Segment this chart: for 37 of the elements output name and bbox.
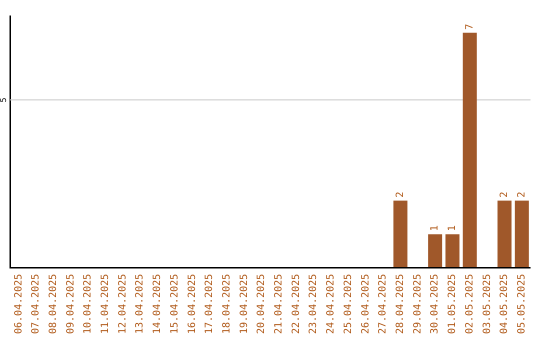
data-label: 1: [447, 225, 458, 232]
x-tick-label: 28.04.2025: [395, 274, 406, 334]
x-tick-label: 24.04.2025: [326, 274, 337, 334]
x-tick-label: 16.04.2025: [186, 274, 198, 334]
x-tick-label: 01.05.2025: [447, 274, 458, 334]
x-tick-label: 09.04.2025: [65, 274, 76, 334]
x-tick-label: 26.04.2025: [360, 274, 372, 334]
data-label: 2: [516, 192, 528, 198]
x-tick-label: 05.05.2025: [516, 274, 528, 334]
x-tick-label: 20.04.2025: [256, 274, 268, 334]
data-label: 1: [430, 225, 441, 232]
x-tick-label: 15.04.2025: [169, 274, 180, 334]
x-tick-label: 25.04.2025: [342, 274, 354, 334]
x-tick-label: 21.04.2025: [274, 274, 285, 334]
x-tick-label: 19.04.2025: [238, 274, 250, 334]
x-tick-label: 11.04.2025: [100, 274, 112, 334]
x-tick-label: 23.04.2025: [308, 274, 320, 334]
x-tick-label: 29.04.2025: [412, 274, 424, 334]
x-tick-label: 17.04.2025: [204, 274, 216, 334]
x-tick-label: 13.04.2025: [134, 274, 146, 334]
x-tick-label: 02.05.2025: [464, 274, 476, 334]
x-tick-label: 08.04.2025: [48, 274, 59, 334]
x-tick-label: 03.05.2025: [482, 274, 493, 334]
x-tick-label: 22.04.2025: [290, 274, 302, 334]
x-tick-label: 04.05.2025: [499, 274, 510, 334]
x-tick-label: 07.04.2025: [30, 274, 42, 334]
x-tick-label: 10.04.2025: [82, 274, 94, 334]
data-label: 7: [464, 24, 476, 30]
ref-line-label: 5: [0, 97, 8, 102]
x-tick-label: 12.04.2025: [117, 274, 128, 334]
x-tick-label: 06.04.2025: [13, 274, 24, 334]
x-tick-label: 14.04.2025: [152, 274, 164, 334]
x-tick-label: 27.04.2025: [378, 274, 389, 334]
data-label: 2: [499, 192, 510, 198]
x-tick-label: 18.04.2025: [221, 274, 232, 334]
data-label: 2: [395, 192, 406, 198]
x-tick-label: 30.04.2025: [430, 274, 441, 334]
